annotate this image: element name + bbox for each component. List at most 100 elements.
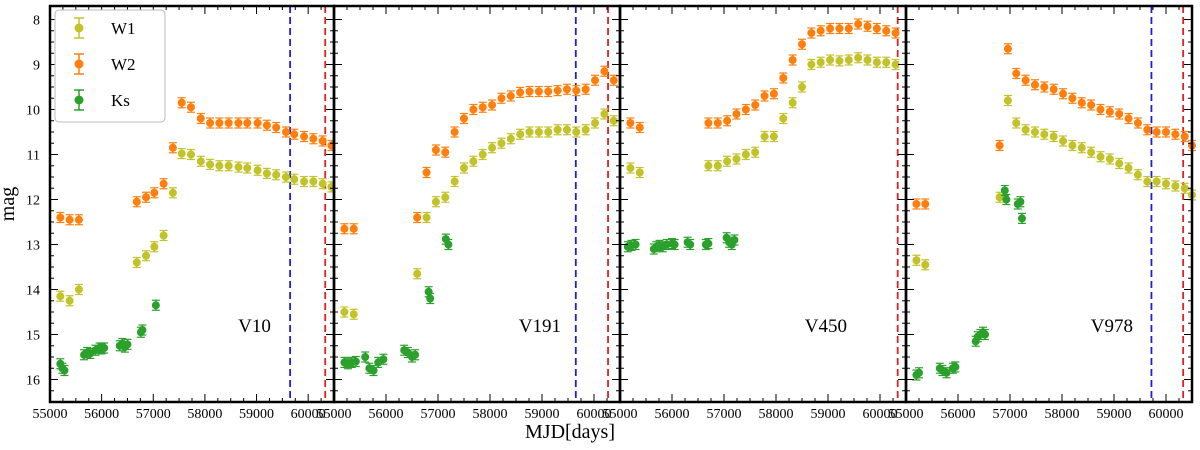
w1-point [1012,119,1021,127]
ks-point [1017,214,1026,223]
y-tick-label: 12 [26,194,40,209]
y-tick-label: 16 [26,374,40,389]
w2-point [788,56,797,64]
w2-point [56,213,65,222]
w1-point [142,251,151,260]
w2-point [732,110,741,118]
w2-point [1162,128,1170,136]
w1-legend-marker [74,23,84,33]
x-tick-label: 59000 [1097,407,1132,422]
w2-point [413,213,422,222]
y-tick-label: 9 [33,59,40,74]
w2-point [912,200,921,208]
w1-point [1096,152,1105,161]
ks-point [100,344,109,352]
w2-point [826,24,835,33]
w2-point [196,114,205,123]
ks-point [1016,197,1025,206]
x-tick-label: 59000 [811,407,846,422]
w1-point [132,258,141,267]
w1-point [497,139,506,148]
w2-point [243,119,252,127]
ks-point [411,350,420,359]
w1-point [882,58,891,67]
x-tick-label: 55000 [33,407,68,422]
w1-point [525,128,534,136]
x-tick-label: 57000 [136,407,171,422]
x-tick-label: 56000 [655,407,690,422]
y-tick-label: 14 [26,284,40,299]
w2-point [591,76,600,85]
y-tick-label: 13 [26,239,40,254]
ks-point [379,355,388,364]
w1-point [891,60,900,69]
panel-frame [332,4,622,404]
w2-point [224,119,233,127]
w1-point [340,308,349,316]
w1-point [478,150,487,159]
w1-point [534,128,543,136]
w1-point [243,164,252,172]
legend-label-w2: W2 [111,55,136,74]
w2-point [1059,89,1068,98]
w1-point [74,285,83,294]
w1-point [863,56,872,64]
w1-point [234,163,243,172]
w2-point [1180,132,1189,141]
w2-point [741,105,750,114]
x-tick-label: 58000 [187,407,222,422]
w2-point [1049,85,1058,94]
w1-point [1152,177,1161,186]
w1-point [1077,143,1086,152]
w1-point [450,177,459,186]
w1-point [186,150,195,159]
w1-point [835,56,844,65]
w2-point [1096,105,1105,114]
w2-point [1021,76,1030,85]
w2-point [309,134,318,143]
w1-point [732,155,741,163]
w2-point [142,193,151,202]
panel-label: V10 [238,316,271,337]
w2-point [751,101,760,109]
w1-point [1105,155,1114,163]
w1-point [826,56,835,64]
w1-point [562,125,571,134]
w1-point [723,157,732,166]
panel-label: V450 [805,316,847,337]
x-tick-label: 58000 [1045,407,1080,422]
w2-point [272,123,281,132]
w1-point [1162,179,1170,188]
legend: W1 W2 Ks [54,9,166,123]
w2-point [206,119,215,127]
w1-point [309,177,318,186]
w1-point [1133,170,1142,179]
w1-point [581,125,590,134]
w1-point [1180,184,1189,193]
w1-point [441,193,450,202]
w1-point [1003,96,1012,105]
w2-point [469,105,478,114]
x-tick-label: 60000 [863,407,898,422]
w2-point [488,101,497,109]
legend-label-w1: W1 [111,19,136,38]
x-tick-label: 57000 [993,407,1028,422]
panel-v191: 55000 56000 57000 58000 59000 60000 V191 [317,4,622,422]
w1-point [769,132,778,141]
w1-point [177,149,186,158]
w2-point [497,94,506,103]
w2-point [525,87,534,96]
panel-v10: 55000 56000 57000 58000 59000 60000 V10 [33,4,336,422]
w1-point [262,169,271,178]
w2-point [1068,94,1077,103]
w2-point [150,188,159,197]
w1-point [553,125,562,134]
w2-point [1171,130,1180,139]
w2-point [816,26,825,35]
ks-point [670,240,679,249]
w1-point [760,132,769,141]
ks-point [426,294,435,303]
w2-point [177,98,186,107]
x-tick-label: 55000 [603,407,638,422]
